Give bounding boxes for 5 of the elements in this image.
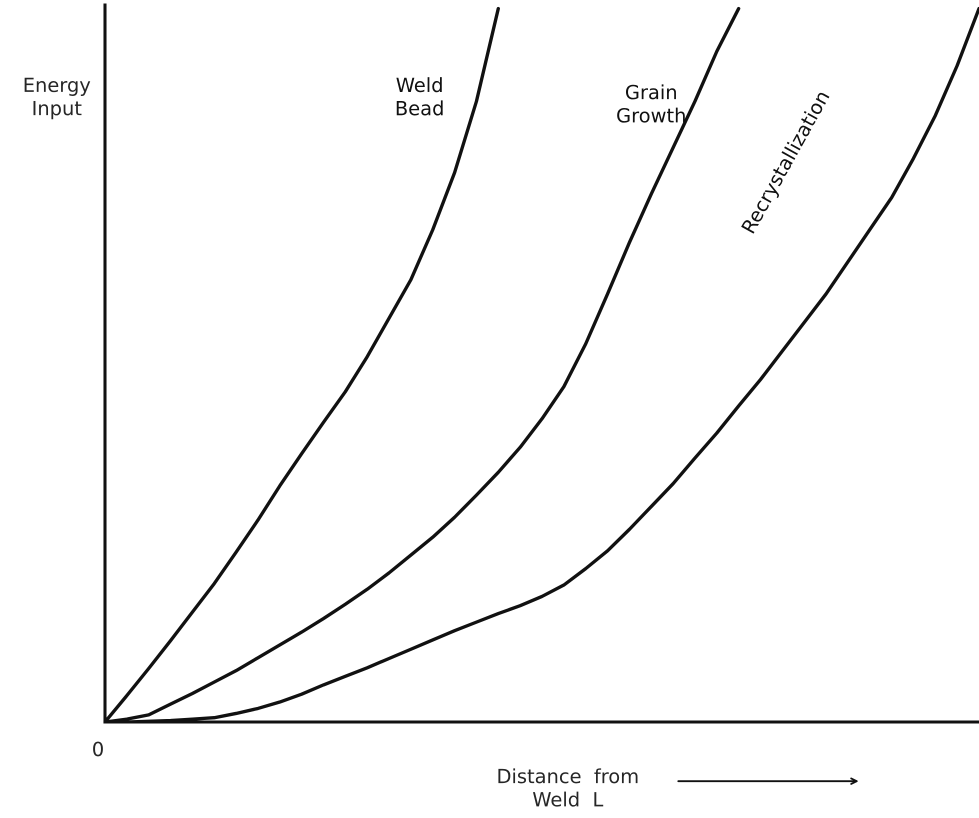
x-axis-title: Distance from Weld L [498, 768, 638, 807]
text: 0 [93, 742, 103, 756]
y-axis-title: Energy Input [24, 78, 90, 120]
series-label: Weld Bead [396, 77, 443, 116]
series-label: Grain Growth [617, 84, 685, 123]
